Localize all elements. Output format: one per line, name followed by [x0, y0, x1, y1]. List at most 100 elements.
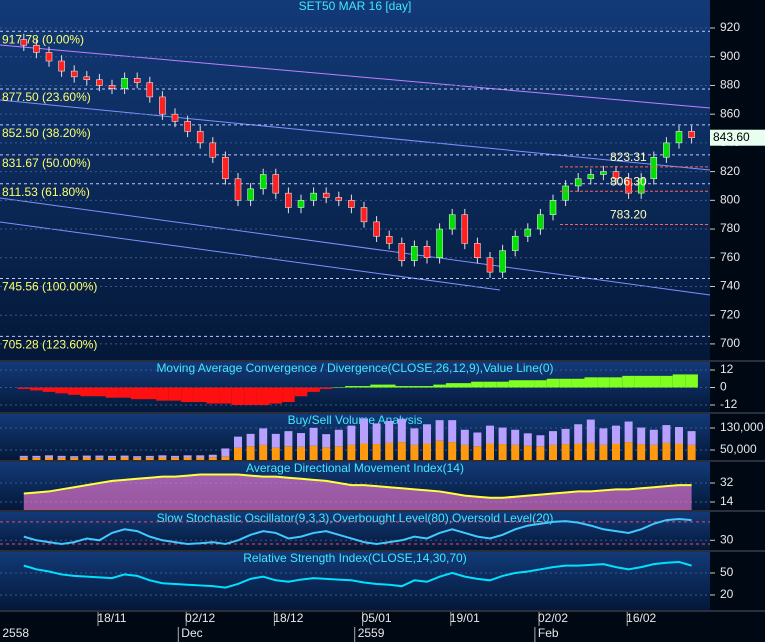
bar — [647, 375, 661, 388]
x-tick-label: 18/11 — [97, 611, 126, 625]
period-label: Feb — [538, 626, 559, 640]
bar — [206, 387, 220, 404]
bar — [672, 374, 686, 388]
volume-bar — [57, 455, 66, 458]
volume-bar — [221, 456, 230, 460]
y-tick-label: 32 — [720, 475, 734, 489]
bar — [156, 387, 169, 401]
volume-bar — [108, 457, 116, 460]
x-tick-label: 16/02 — [626, 611, 656, 625]
y-tick-label: 30 — [720, 532, 734, 546]
volume-bar — [45, 455, 53, 458]
bar — [168, 387, 182, 401]
volume-bar — [347, 444, 356, 460]
candle-body — [675, 131, 683, 144]
volume-bar — [448, 420, 457, 443]
bar — [357, 386, 371, 388]
panel-title: Average Directional Movement Index(14) — [246, 461, 464, 475]
candle-body — [663, 142, 670, 158]
volume-bar — [435, 440, 444, 460]
volume-bar — [586, 442, 595, 460]
bar — [622, 375, 635, 388]
volume-bar — [637, 444, 646, 460]
volume-bar — [435, 420, 444, 441]
candle-body — [524, 228, 532, 237]
bar — [80, 387, 94, 397]
volume-bar — [662, 425, 671, 443]
bar — [93, 387, 106, 397]
candle-body — [348, 200, 355, 208]
candle-body — [159, 96, 166, 115]
volume-bar — [271, 433, 280, 448]
volume-bar — [423, 443, 431, 460]
volume-bar — [549, 431, 557, 445]
volume-bar — [675, 427, 683, 444]
volume-bar — [423, 424, 431, 444]
volume-bar — [649, 444, 658, 460]
volume-bar — [259, 444, 268, 460]
candle-body — [600, 171, 607, 175]
volume-bar — [297, 433, 305, 447]
bar — [67, 387, 81, 395]
y-tick-label: 780 — [720, 221, 740, 235]
y-tick-label: 880 — [720, 78, 740, 92]
panel-title: Slow Stochastic Oscillator(9,3,3),Overbo… — [157, 511, 554, 525]
candle-body — [184, 121, 191, 132]
volume-bar — [208, 454, 217, 458]
panel-background — [0, 0, 710, 360]
bar — [395, 386, 409, 388]
candle-body — [83, 76, 91, 80]
bar — [42, 387, 56, 392]
volume-bar — [171, 457, 179, 460]
volume-bar — [460, 444, 469, 460]
bar — [420, 386, 434, 388]
volume-bar — [486, 425, 494, 444]
volume-bar — [82, 457, 91, 460]
volume-bar — [120, 457, 129, 460]
bar — [130, 387, 144, 400]
x-tick-label: 02/12 — [185, 611, 215, 625]
fib-label: 877.50 (23.60%) — [2, 90, 91, 104]
candle-body — [335, 197, 343, 201]
volume-bar — [196, 455, 205, 458]
period-label: 2558 — [2, 626, 29, 640]
volume-bar — [473, 446, 482, 460]
bar — [445, 383, 459, 388]
volume-bar — [385, 442, 394, 460]
volume-bar — [612, 443, 620, 460]
indicator-line — [23, 473, 692, 499]
bar — [571, 378, 585, 388]
volume-bar — [322, 434, 331, 448]
volume-bar — [347, 425, 356, 445]
y-tick-label: 700 — [720, 336, 740, 350]
bar — [559, 378, 572, 388]
volume-bar — [410, 428, 419, 445]
candle-body — [612, 171, 620, 180]
volume-bar — [334, 446, 343, 460]
candle-body — [625, 178, 632, 194]
volume-bar — [183, 457, 192, 460]
candle-body — [587, 174, 595, 180]
panel-title: Relative Strength Index(CLOSE,14,30,70) — [243, 551, 466, 565]
fib-label: 852.50 (38.20%) — [2, 126, 91, 140]
bar — [685, 374, 698, 388]
bar — [496, 381, 509, 388]
volume-bar — [234, 447, 242, 460]
candle-body — [511, 235, 519, 251]
bar — [219, 387, 232, 404]
volume-bar — [675, 443, 683, 460]
y-tick-label: 14 — [720, 494, 734, 508]
volume-bar — [649, 429, 658, 445]
volume-bar — [624, 442, 633, 460]
volume-bar — [460, 429, 469, 445]
bar — [118, 387, 131, 398]
volume-bar — [687, 444, 696, 460]
price-label: 823.31 — [610, 150, 647, 164]
volume-bar — [82, 455, 91, 458]
volume-bar — [372, 444, 381, 460]
bar — [30, 387, 43, 391]
volume-bar — [498, 427, 507, 445]
bar — [634, 375, 648, 388]
volume-bar — [536, 435, 545, 447]
volume-bar — [687, 431, 696, 445]
